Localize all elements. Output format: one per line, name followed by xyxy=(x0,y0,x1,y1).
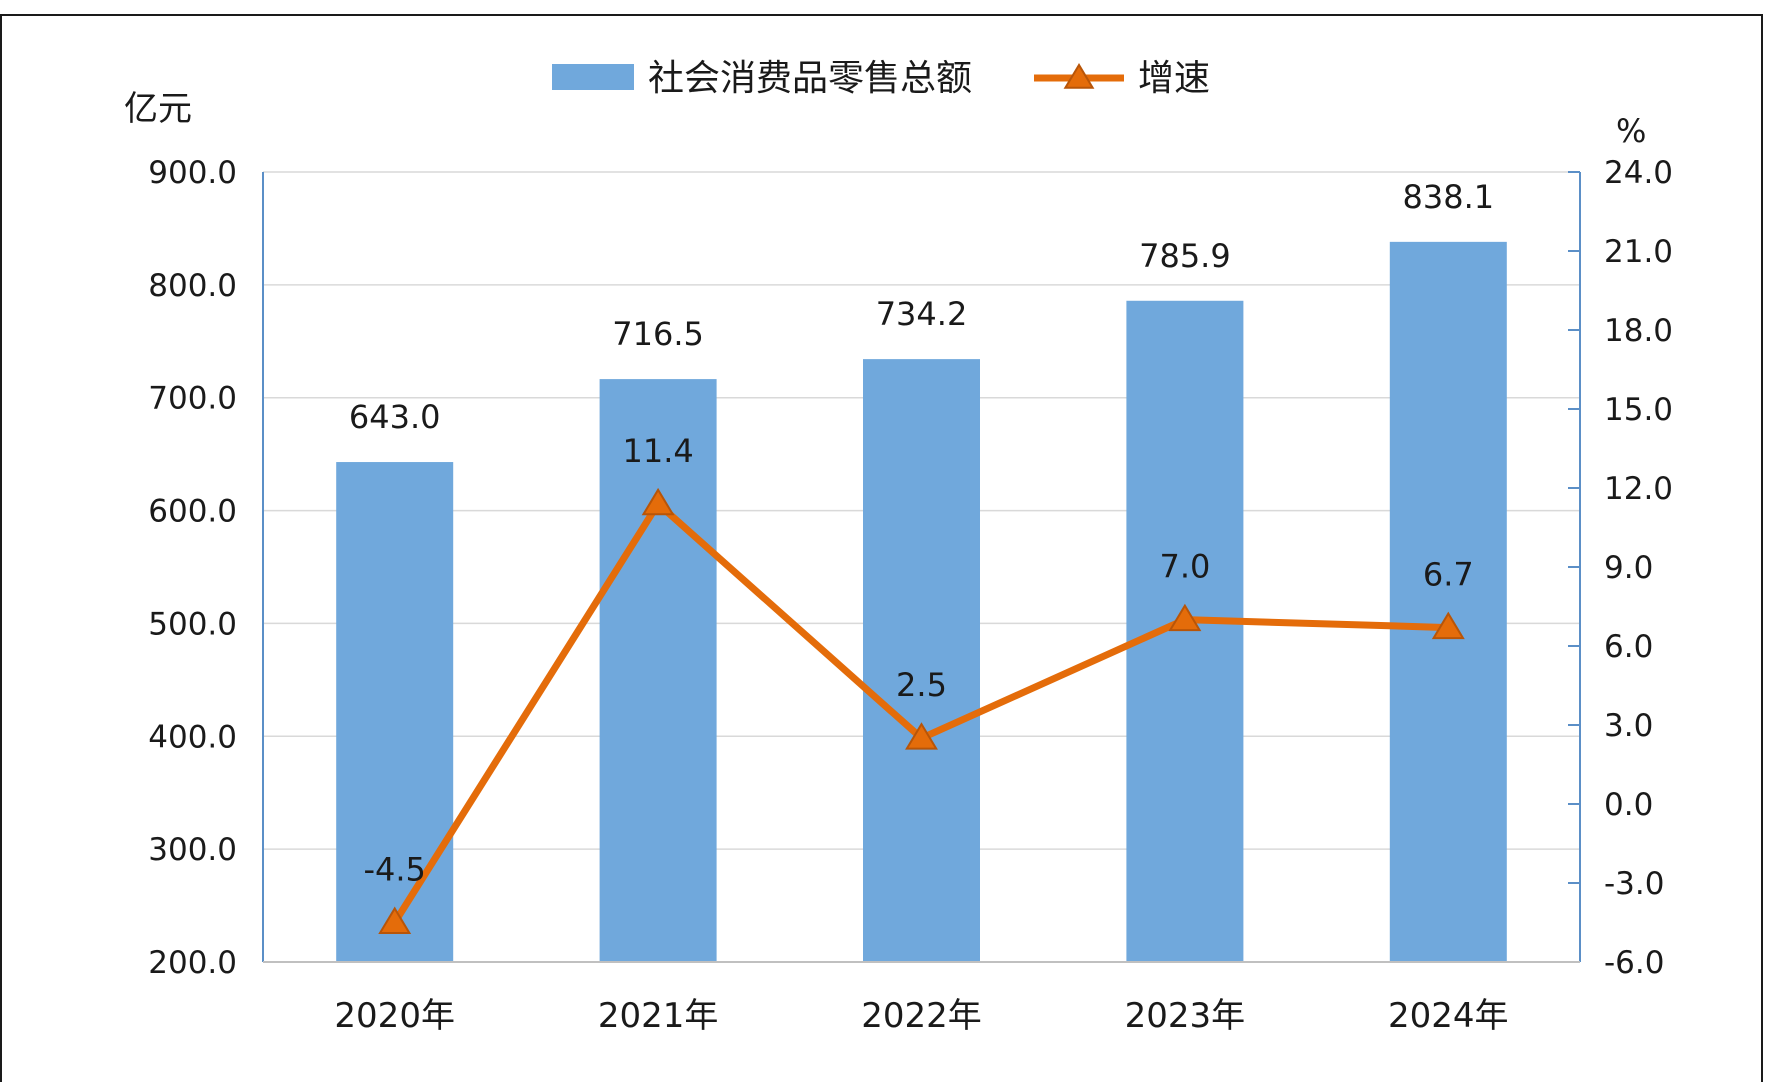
y-right-tick-label: 21.0 xyxy=(1604,234,1673,270)
y-left-tick-label: 400.0 xyxy=(148,719,237,755)
y-right-tick-label: 3.0 xyxy=(1604,708,1653,744)
axes: 200.0 300.0 400.0 500.0 600.0 700.0 800.0 900.0… xyxy=(124,89,1673,1036)
legend-triangle-marker xyxy=(1063,63,1095,89)
y-right-tick-label: 9.0 xyxy=(1604,550,1653,586)
bar-value-label: 734.2 xyxy=(876,295,968,333)
y-right-tick-label: 24.0 xyxy=(1604,155,1673,191)
bar-value-label: 643.0 xyxy=(349,398,441,436)
data-labels: 643.0 716.5 734.2 785.9 838.1 -4.5 11.4 2.5 7.0 6… xyxy=(349,178,1494,889)
y-right-tick-label: -6.0 xyxy=(1604,945,1665,981)
y-left-tick-label: 600.0 xyxy=(148,494,237,530)
x-tick-label: 2023年 xyxy=(1125,996,1246,1036)
y-left-tick-label: 900.0 xyxy=(148,155,237,191)
y-left-tick-label: 300.0 xyxy=(148,832,237,868)
y-left-tick-label: 200.0 xyxy=(148,945,237,981)
y-right-tick-label: 18.0 xyxy=(1604,313,1673,349)
line-value-label: -4.5 xyxy=(363,851,425,889)
legend-label-line: 增速 xyxy=(1138,58,1210,99)
bar-value-label: 785.9 xyxy=(1139,237,1231,275)
bar xyxy=(863,359,980,962)
bar xyxy=(336,462,454,962)
x-tick-label: 2021年 xyxy=(598,996,719,1036)
triangle-marker xyxy=(905,722,938,750)
y-left-tick-label: 700.0 xyxy=(148,381,237,417)
y-left-tick-label: 800.0 xyxy=(148,268,237,304)
line-value-label: 2.5 xyxy=(896,666,947,704)
y-right-tick-label: -3.0 xyxy=(1604,866,1665,902)
x-tick-label: 2020年 xyxy=(334,996,455,1036)
bar-value-label: 838.1 xyxy=(1402,178,1494,216)
x-tick-label: 2024年 xyxy=(1388,996,1509,1036)
x-tick-label: 2022年 xyxy=(861,996,982,1036)
legend-swatch-bar xyxy=(552,64,634,90)
y-right-tick-label: 12.0 xyxy=(1604,471,1673,507)
y-left-tick-label: 500.0 xyxy=(148,606,237,642)
y-right-unit-label: % xyxy=(1616,112,1646,150)
bar xyxy=(599,379,717,962)
y-right-tick-label: 0.0 xyxy=(1604,787,1653,823)
line-series xyxy=(378,487,1465,934)
bar-series xyxy=(336,241,1507,962)
y-right-tick-label: 6.0 xyxy=(1604,629,1653,665)
legend: 社会消费品零售总额 增速 xyxy=(552,58,1210,99)
line-value-label: 11.4 xyxy=(622,432,693,470)
bar-value-label: 716.5 xyxy=(612,315,704,353)
y-right-tick-label: 15.0 xyxy=(1604,392,1673,428)
bar xyxy=(1126,300,1244,962)
bar xyxy=(1389,241,1507,962)
y-left-unit-label: 亿元 xyxy=(124,89,192,129)
line-value-label: 6.7 xyxy=(1423,556,1474,594)
line-value-label: 7.0 xyxy=(1159,548,1210,586)
triangle-marker xyxy=(1431,611,1465,640)
triangle-marker xyxy=(641,487,675,516)
legend-label-bar: 社会消费品零售总额 xyxy=(648,58,972,99)
triangle-marker xyxy=(1168,603,1202,632)
triangle-marker xyxy=(378,906,412,934)
